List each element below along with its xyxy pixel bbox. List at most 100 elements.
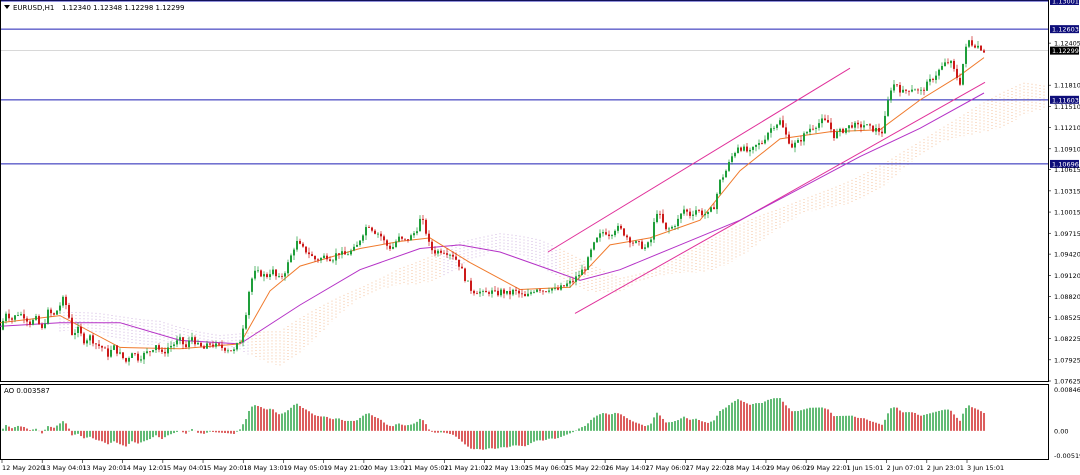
time-tick-label: 21 May 21:01 [444, 464, 489, 472]
candle-body [929, 78, 931, 82]
candle-body [89, 335, 91, 341]
candle-body [539, 289, 541, 291]
candle-body [53, 313, 55, 315]
candle-body [353, 246, 355, 251]
candle-body [260, 270, 262, 277]
candle-body [341, 251, 343, 255]
candle-body [833, 129, 835, 139]
candle-body [281, 276, 283, 277]
time-tick-label: 19 May 21:01 [324, 464, 369, 472]
candle-body [872, 125, 874, 132]
candle-body [623, 228, 625, 236]
candle-body [977, 45, 979, 48]
price-tick-label: 1.09120 [1054, 272, 1080, 280]
candle-body [500, 289, 502, 296]
level-price-text: 1.13001 [1052, 0, 1079, 6]
candle-body [593, 242, 595, 250]
candle-body [881, 131, 883, 134]
candle-body [365, 227, 367, 236]
candle-body [764, 139, 766, 144]
candle-body [71, 317, 73, 335]
channel-upper-line[interactable] [547, 67, 851, 253]
candle-body [215, 343, 217, 347]
candle-body [467, 280, 469, 282]
candle-body [974, 45, 976, 48]
candle-body [599, 233, 601, 238]
candle-body [899, 84, 901, 93]
candle-body [350, 250, 352, 255]
candle-body [29, 321, 31, 325]
candle-body [878, 127, 880, 132]
candle-body [602, 232, 604, 234]
time-tick-label: 18 May 13:01 [243, 464, 288, 472]
trend-channel[interactable] [547, 67, 986, 314]
candle-body [935, 75, 937, 80]
candle-body [98, 344, 100, 346]
candle-body [647, 242, 649, 248]
candle-body [653, 222, 655, 240]
candle-body [644, 247, 646, 249]
price-axis[interactable]: 1.12405 1.11810 1.11510 1.11210 1.10910 1.106… [1048, 40, 1080, 386]
candle-body [704, 214, 706, 216]
candle-body [611, 235, 613, 237]
level-price-tag [1050, 0, 1079, 5]
candle-body [866, 124, 868, 126]
candle-body [749, 149, 751, 152]
candle-body [575, 276, 577, 282]
triangle-down-icon[interactable] [4, 5, 10, 9]
candle-body [230, 350, 232, 352]
candle-body [191, 337, 193, 341]
candle-body [920, 89, 922, 91]
price-tick-label: 1.10910 [1054, 145, 1080, 153]
candle-body [689, 211, 691, 216]
candle-body [671, 226, 673, 229]
ao-tick-label: -0.005198 [1054, 452, 1080, 460]
candle-body [581, 269, 583, 276]
candle-body [683, 209, 685, 214]
candle-body [578, 275, 580, 277]
candle-body [548, 290, 550, 292]
candle-body [275, 269, 277, 277]
time-tick-label: 21 May 05:01 [404, 464, 449, 472]
candle-body [791, 143, 793, 148]
candle-body [299, 240, 301, 244]
candle-body [542, 290, 544, 292]
candle-body [242, 328, 244, 343]
candle-body [158, 345, 160, 350]
candle-body [584, 269, 586, 271]
time-tick-label: 1 Jun 15:01 [846, 464, 883, 472]
candle-body [551, 288, 553, 291]
time-tick-label: 27 May 06:01 [645, 464, 690, 472]
candle-body [284, 273, 286, 277]
candle-body [413, 233, 415, 236]
candle-body [980, 45, 982, 51]
candle-body [665, 222, 667, 230]
channel-lower-line[interactable] [574, 81, 986, 314]
candle-body [92, 335, 94, 344]
horizontal-levels[interactable]: 1.13001 1.12603 1.11603 1.10696 1.12299 [1, 0, 1079, 168]
candle-body [821, 118, 823, 124]
candle-body [509, 290, 511, 295]
candle-body [710, 207, 712, 212]
candle-body [371, 227, 373, 231]
candle-body [431, 241, 433, 251]
candle-body [374, 230, 376, 234]
candle-body [971, 40, 973, 46]
candle-body [515, 289, 517, 291]
candle-body [806, 132, 808, 134]
candle-body [656, 213, 658, 223]
candle-body [776, 124, 778, 128]
level-price-text: 1.10696 [1052, 160, 1079, 168]
price-tick-label: 1.09715 [1054, 230, 1080, 238]
candle-body [290, 255, 292, 263]
candle-body [395, 241, 397, 247]
candle-body [713, 207, 715, 210]
candle-body [95, 343, 97, 345]
candle-body [485, 290, 487, 293]
candle-body [56, 310, 58, 315]
candle-body [272, 269, 274, 275]
candle-body [461, 266, 463, 269]
time-tick-label: 29 May 06:01 [766, 464, 811, 472]
